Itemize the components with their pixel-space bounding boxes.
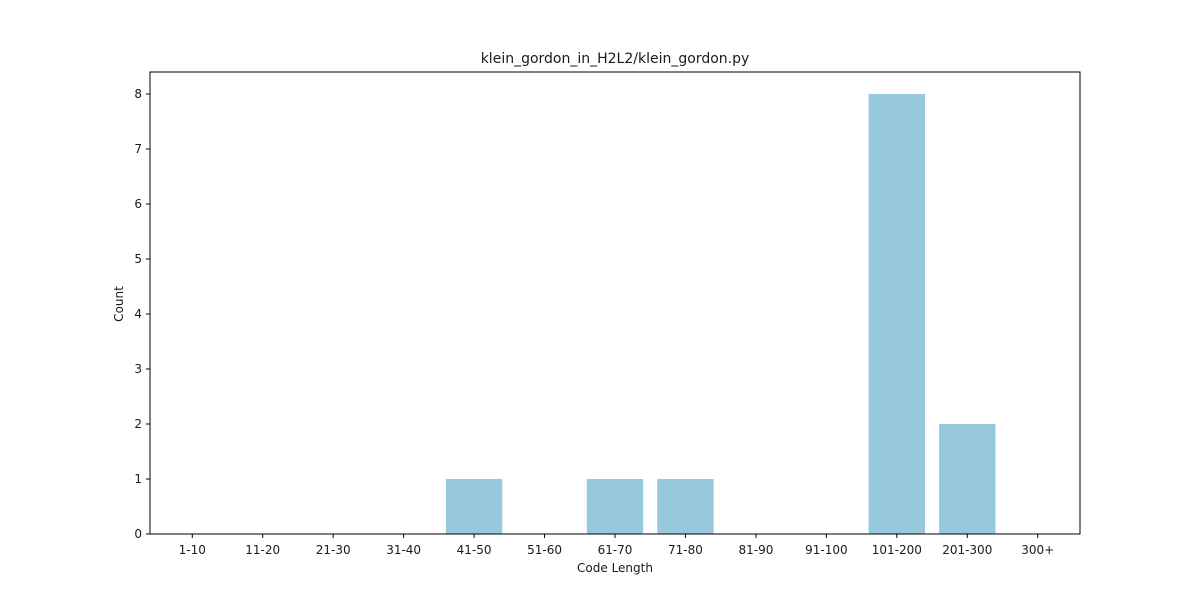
x-tick-label: 101-200 [872, 543, 922, 557]
x-tick-label: 41-50 [457, 543, 492, 557]
bars-layer [445, 94, 996, 534]
x-tick-label: 61-70 [598, 543, 633, 557]
y-tick-label: 7 [134, 142, 142, 156]
y-tick-label: 6 [134, 197, 142, 211]
y-tick-label: 0 [134, 527, 142, 541]
x-tick-label: 91-100 [805, 543, 848, 557]
x-tick-label: 31-40 [386, 543, 421, 557]
bar-71-80 [657, 479, 714, 534]
x-tick-label: 11-20 [245, 543, 280, 557]
y-tick-label: 3 [134, 362, 142, 376]
x-tick-label: 71-80 [668, 543, 703, 557]
y-ticks: 0 1 2 3 4 5 6 7 8 [134, 87, 150, 541]
bar-201-300 [939, 424, 996, 534]
x-tick-label: 300+ [1021, 543, 1054, 557]
bar-101-200 [868, 94, 925, 534]
x-axis-label: Code Length [577, 561, 653, 575]
bar-41-50 [445, 479, 503, 534]
x-ticks: 1-10 11-20 21-30 31-40 41-50 51-60 61-70 71-80 8… [179, 534, 1054, 557]
y-tick-label: 8 [134, 87, 142, 101]
y-axis-label: Count [112, 286, 126, 322]
y-tick-label: 5 [134, 252, 142, 266]
x-tick-label: 81-90 [738, 543, 773, 557]
y-tick-label: 1 [134, 472, 142, 486]
plot-frame [149, 71, 1081, 535]
y-tick-label: 2 [134, 417, 142, 431]
x-tick-label: 201-300 [942, 543, 992, 557]
bar-61-70 [586, 479, 644, 534]
x-tick-label: 21-30 [316, 543, 351, 557]
chart-title: klein_gordon_in_H2L2/klein_gordon.py [481, 51, 750, 67]
y-tick-label: 4 [134, 307, 142, 321]
x-tick-label: 1-10 [179, 543, 206, 557]
x-tick-label: 51-60 [527, 543, 562, 557]
